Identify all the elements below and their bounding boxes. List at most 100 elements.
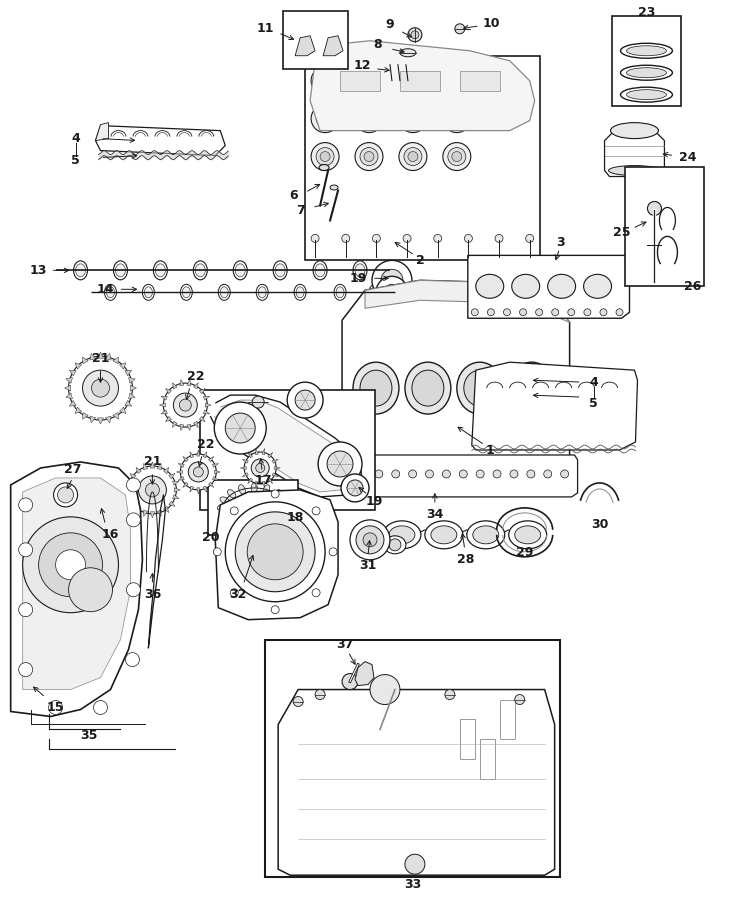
Polygon shape	[130, 501, 136, 507]
Text: 25: 25	[613, 226, 630, 239]
Ellipse shape	[263, 485, 270, 494]
Circle shape	[180, 454, 216, 490]
Polygon shape	[262, 448, 265, 454]
Bar	[305, 56, 539, 260]
Polygon shape	[194, 382, 199, 389]
Polygon shape	[183, 482, 188, 488]
Circle shape	[460, 470, 467, 478]
Polygon shape	[240, 466, 246, 470]
Circle shape	[225, 502, 325, 602]
Ellipse shape	[142, 284, 155, 301]
Text: 18: 18	[287, 511, 303, 525]
Polygon shape	[97, 418, 103, 424]
Polygon shape	[177, 471, 183, 473]
Text: 34: 34	[426, 508, 443, 521]
Ellipse shape	[227, 518, 236, 526]
Circle shape	[341, 470, 349, 478]
Polygon shape	[472, 362, 638, 450]
Polygon shape	[128, 393, 135, 399]
Polygon shape	[213, 477, 218, 481]
Polygon shape	[75, 407, 81, 413]
Circle shape	[493, 470, 501, 478]
Circle shape	[520, 309, 526, 316]
Polygon shape	[178, 477, 184, 481]
Circle shape	[139, 476, 166, 504]
Polygon shape	[242, 472, 248, 477]
Circle shape	[329, 548, 337, 556]
Polygon shape	[125, 370, 132, 376]
Polygon shape	[128, 377, 135, 383]
Circle shape	[18, 543, 33, 557]
Polygon shape	[150, 512, 155, 517]
Circle shape	[526, 234, 534, 242]
Ellipse shape	[353, 261, 367, 280]
Circle shape	[327, 451, 353, 477]
Polygon shape	[199, 417, 205, 422]
Circle shape	[18, 662, 33, 677]
Circle shape	[381, 269, 403, 292]
Polygon shape	[169, 473, 175, 479]
Text: 22: 22	[196, 437, 214, 451]
Circle shape	[255, 517, 265, 526]
Polygon shape	[95, 126, 225, 156]
Circle shape	[355, 142, 383, 170]
Circle shape	[58, 487, 73, 503]
Polygon shape	[11, 462, 142, 716]
Ellipse shape	[281, 505, 291, 511]
Circle shape	[320, 113, 330, 123]
Polygon shape	[355, 662, 374, 686]
Circle shape	[293, 697, 303, 706]
Ellipse shape	[621, 65, 672, 80]
Bar	[265, 640, 559, 878]
Circle shape	[375, 470, 383, 478]
Polygon shape	[248, 478, 253, 483]
Circle shape	[404, 148, 422, 166]
Ellipse shape	[239, 485, 246, 494]
Ellipse shape	[476, 274, 504, 298]
Circle shape	[448, 72, 465, 90]
Ellipse shape	[400, 49, 416, 57]
Polygon shape	[157, 464, 161, 470]
Ellipse shape	[621, 43, 672, 58]
Text: 21: 21	[144, 455, 161, 469]
Polygon shape	[365, 280, 570, 322]
Ellipse shape	[273, 518, 281, 526]
Ellipse shape	[355, 264, 365, 277]
Circle shape	[69, 356, 133, 420]
Ellipse shape	[509, 362, 555, 414]
Polygon shape	[190, 486, 194, 492]
Ellipse shape	[227, 490, 236, 498]
Circle shape	[145, 483, 159, 497]
Circle shape	[235, 512, 315, 591]
Ellipse shape	[144, 287, 152, 298]
Ellipse shape	[73, 261, 87, 280]
Circle shape	[163, 383, 207, 427]
Polygon shape	[166, 417, 172, 422]
Polygon shape	[130, 385, 136, 392]
Polygon shape	[196, 488, 200, 494]
Circle shape	[448, 148, 465, 166]
Circle shape	[125, 652, 139, 667]
Ellipse shape	[509, 521, 547, 549]
Circle shape	[230, 589, 238, 597]
Circle shape	[94, 700, 108, 715]
Ellipse shape	[464, 370, 496, 406]
Polygon shape	[203, 452, 207, 458]
Text: 5: 5	[71, 154, 80, 167]
Text: 12: 12	[353, 59, 371, 72]
Polygon shape	[113, 412, 119, 419]
Polygon shape	[248, 453, 253, 458]
Ellipse shape	[384, 536, 406, 554]
Polygon shape	[205, 403, 211, 407]
Polygon shape	[150, 462, 155, 468]
Circle shape	[389, 539, 401, 551]
Bar	[611, 16, 682, 105]
Circle shape	[476, 470, 485, 478]
Text: 9: 9	[386, 18, 394, 32]
Ellipse shape	[360, 370, 392, 406]
Text: 5: 5	[589, 397, 598, 410]
Circle shape	[230, 507, 238, 515]
Circle shape	[405, 854, 425, 874]
Circle shape	[48, 700, 62, 715]
Text: 4: 4	[71, 132, 80, 145]
